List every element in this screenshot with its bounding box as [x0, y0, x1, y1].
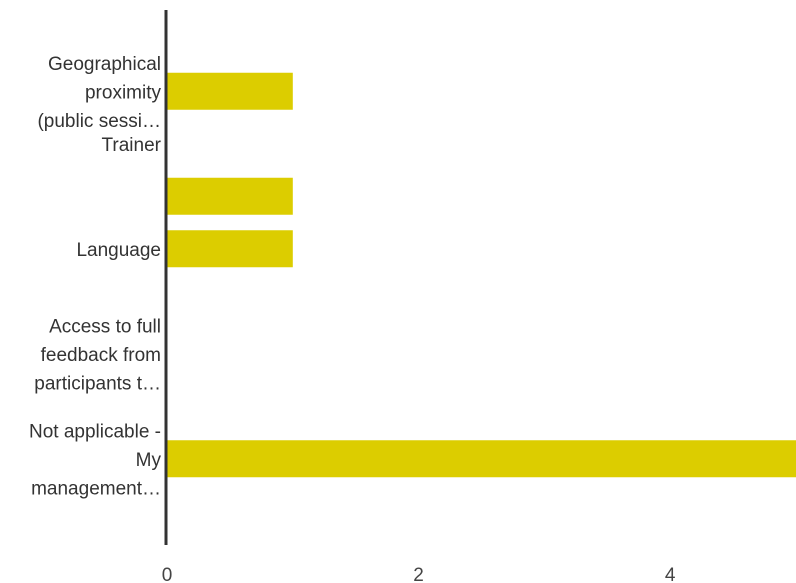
x-tick-label: 2 — [413, 565, 424, 583]
category-label: Language — [76, 240, 161, 261]
category-label: Access to full — [49, 316, 161, 337]
x-tick-label: 4 — [665, 565, 676, 583]
category-label: (public sessi… — [37, 111, 161, 132]
bar — [167, 230, 293, 268]
bar — [167, 177, 293, 215]
category-label: proximity — [85, 82, 162, 103]
category-label: management… — [31, 478, 161, 499]
bar — [167, 72, 293, 110]
category-labels-group: Geographical proximity (public sessi… Train… — [29, 54, 162, 500]
x-tick-label: 0 — [162, 565, 173, 583]
category-label: Trainer — [102, 135, 162, 156]
bars-group — [167, 72, 796, 478]
category-label: Geographical — [48, 54, 161, 75]
x-tick-labels-group: 0 2 4 — [162, 565, 676, 583]
bar — [167, 440, 796, 478]
category-label: feedback from — [41, 345, 161, 366]
category-label: My — [136, 450, 162, 471]
category-label: participants t… — [34, 373, 161, 394]
category-label: Not applicable - — [29, 421, 161, 442]
